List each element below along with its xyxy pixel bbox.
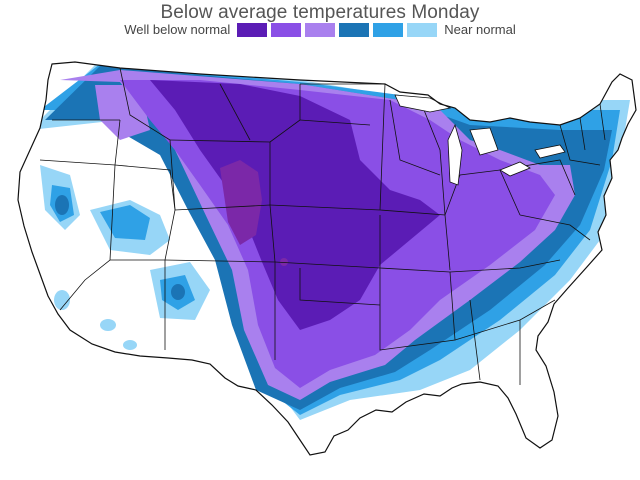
- near-normal-patch-az2: [123, 340, 137, 350]
- deepest-cold-patch: [220, 160, 262, 245]
- legend-swatch-2: [271, 22, 302, 37]
- legend: Well below normal Near normal: [0, 22, 640, 37]
- legend-label-well-below: Well below normal: [124, 22, 231, 37]
- great-lakes: [394, 94, 566, 186]
- legend-label-near-normal: Near normal: [444, 22, 516, 37]
- map-title: Below average temperatures Monday: [160, 2, 480, 23]
- legend-swatch-4: [339, 22, 370, 37]
- legend-swatch-3: [305, 22, 336, 37]
- legend-swatch-5: [373, 22, 404, 37]
- legend-swatch-1: [237, 22, 268, 37]
- deepest-cold-spot: [280, 258, 288, 266]
- us-temperature-map: [17, 61, 637, 456]
- near-normal-patch-az: [100, 319, 116, 331]
- below-patch-nv-dark: [55, 195, 69, 215]
- below-patch-az-dark: [171, 284, 185, 300]
- legend-swatch-6: [407, 22, 438, 37]
- near-normal-patch-ca: [54, 290, 70, 310]
